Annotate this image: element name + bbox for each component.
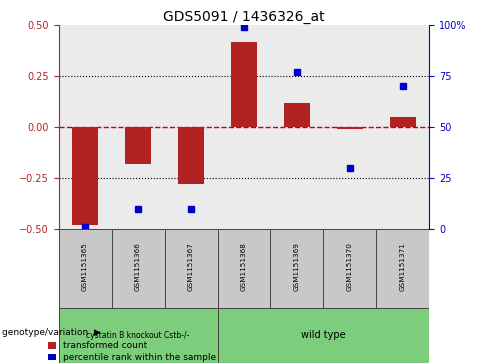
Bar <box>390 117 416 127</box>
Bar <box>337 127 363 129</box>
Bar <box>178 127 204 184</box>
Bar <box>112 25 164 229</box>
Bar <box>164 229 218 307</box>
Text: GSM1151365: GSM1151365 <box>82 242 88 291</box>
Bar <box>270 229 324 307</box>
Text: GSM1151368: GSM1151368 <box>241 242 247 291</box>
Text: genotype/variation  ▶: genotype/variation ▶ <box>2 328 102 337</box>
Legend: transformed count, percentile rank within the sample: transformed count, percentile rank withi… <box>48 342 216 362</box>
Bar <box>164 25 218 229</box>
Text: GSM1151370: GSM1151370 <box>347 242 353 291</box>
Bar <box>59 307 218 363</box>
Bar <box>376 25 429 229</box>
Bar <box>218 229 270 307</box>
Bar <box>59 25 112 229</box>
Bar <box>376 229 429 307</box>
Text: wild type: wild type <box>301 330 346 340</box>
Bar <box>59 229 112 307</box>
Text: GSM1151371: GSM1151371 <box>400 242 406 291</box>
Bar <box>231 42 257 127</box>
Text: GSM1151366: GSM1151366 <box>135 242 141 291</box>
Text: GSM1151369: GSM1151369 <box>294 242 300 291</box>
Bar <box>324 25 376 229</box>
Text: cystatin B knockout Cstb-/-: cystatin B knockout Cstb-/- <box>86 331 190 340</box>
Title: GDS5091 / 1436326_at: GDS5091 / 1436326_at <box>163 11 325 24</box>
Text: GSM1151367: GSM1151367 <box>188 242 194 291</box>
Bar <box>125 127 151 164</box>
Bar <box>72 127 98 225</box>
Bar <box>218 25 270 229</box>
Bar <box>270 25 324 229</box>
Bar <box>284 103 310 127</box>
Bar <box>112 229 164 307</box>
Bar <box>218 307 429 363</box>
Bar <box>324 229 376 307</box>
